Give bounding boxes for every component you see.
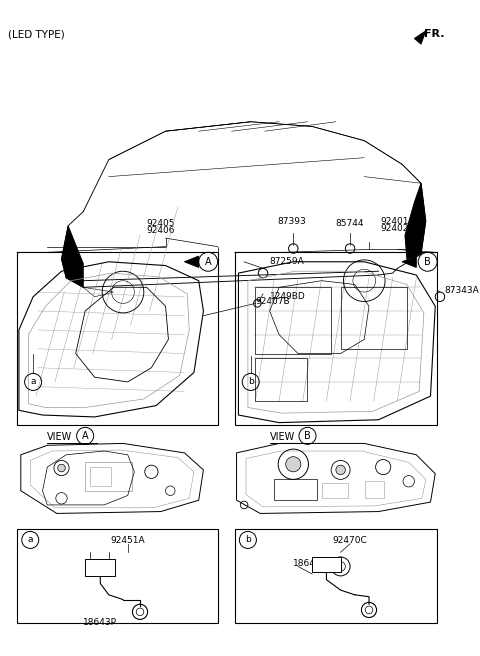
Text: 87259A: 87259A	[270, 257, 304, 266]
Text: FR.: FR.	[424, 29, 444, 39]
Text: 92402A: 92402A	[380, 224, 415, 234]
Circle shape	[336, 562, 345, 571]
Bar	[235, 253, 437, 424]
Bar	[255, 287, 331, 354]
Polygon shape	[414, 31, 426, 44]
Bar	[322, 483, 348, 499]
Text: 18643P: 18643P	[84, 617, 117, 626]
Text: (LED TYPE): (LED TYPE)	[8, 29, 64, 39]
Text: 92451A: 92451A	[110, 536, 145, 545]
Text: 92401A: 92401A	[380, 217, 415, 226]
Text: 1249BD: 1249BD	[270, 293, 305, 301]
Text: A: A	[82, 431, 88, 441]
Bar	[341, 287, 407, 349]
Text: B: B	[304, 431, 311, 441]
Text: B: B	[424, 256, 431, 267]
Bar	[312, 557, 341, 572]
Bar	[85, 462, 132, 491]
Polygon shape	[61, 226, 83, 287]
Text: VIEW: VIEW	[270, 432, 295, 442]
Circle shape	[336, 465, 345, 475]
Text: b: b	[245, 535, 251, 544]
Text: 92470C: 92470C	[333, 536, 368, 545]
Text: b: b	[248, 377, 253, 386]
Bar	[235, 529, 437, 623]
Polygon shape	[184, 256, 199, 268]
Text: 92406: 92406	[146, 226, 175, 236]
Polygon shape	[402, 256, 416, 268]
Text: VIEW: VIEW	[48, 432, 72, 442]
Bar	[17, 529, 217, 623]
Text: 87343A: 87343A	[444, 285, 480, 295]
Bar	[17, 253, 217, 424]
Polygon shape	[405, 183, 426, 259]
Circle shape	[365, 606, 373, 614]
Bar	[90, 467, 111, 486]
Text: 18642G: 18642G	[293, 559, 329, 568]
Circle shape	[58, 464, 65, 472]
Bar	[255, 358, 308, 401]
Text: 92407B: 92407B	[255, 297, 290, 306]
Circle shape	[136, 608, 144, 615]
Text: 87393: 87393	[277, 217, 306, 226]
Bar	[275, 480, 317, 500]
Text: 85744: 85744	[336, 218, 364, 228]
Text: A: A	[205, 256, 212, 267]
Text: a: a	[27, 535, 33, 544]
Text: a: a	[30, 377, 36, 386]
Bar	[365, 482, 384, 499]
Text: 92405: 92405	[146, 218, 175, 228]
Bar	[85, 559, 115, 576]
Circle shape	[286, 457, 301, 472]
